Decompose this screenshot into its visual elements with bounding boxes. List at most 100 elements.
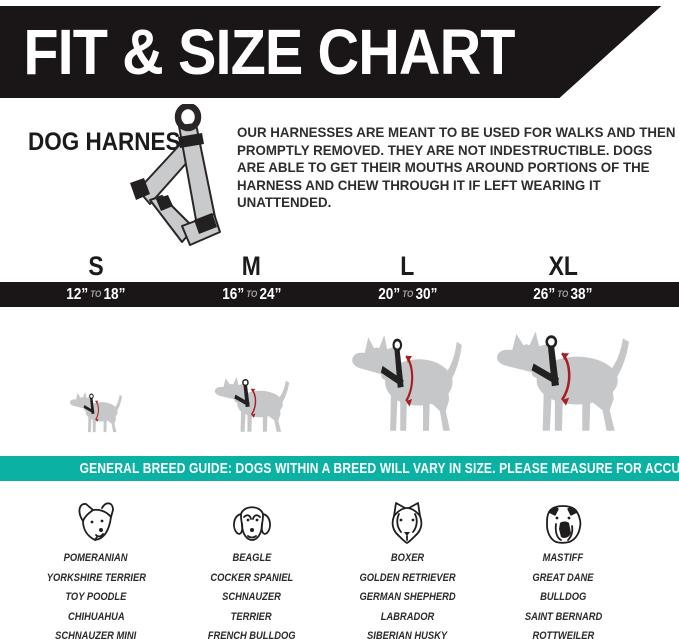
breed-name-text: SCHNAUZER MINI xyxy=(55,630,137,642)
breed-name: POMERANIAN xyxy=(38,549,155,569)
breed-name: SCHNAUZER MINI xyxy=(38,627,155,642)
breed-name: BOXER xyxy=(351,549,464,569)
size-label: S xyxy=(88,251,104,281)
range-from: 26” xyxy=(533,286,556,303)
size-range-text: 16” TO 24” xyxy=(222,282,281,309)
breed-name: GOLDEN RETRIEVER xyxy=(351,569,464,589)
breed-column-medium: BEAGLE COCKER SPANIEL SCHNAUZER TERRIER … xyxy=(174,481,330,642)
breed-name-text: MASTIFF xyxy=(542,552,584,564)
size-column-s: S xyxy=(18,250,174,282)
breed-name-text: SIBERIAN HUSKY xyxy=(367,630,448,642)
breed-name: ROTTWEILER xyxy=(518,627,609,642)
range-to-word: TO xyxy=(401,289,413,300)
description-line: PROMPTLY REMOVED. THEY ARE NOT INDESTRUC… xyxy=(237,141,653,158)
breed-name: SAINT BERNARD xyxy=(518,608,609,628)
size-range-text: 12” TO 18” xyxy=(66,282,125,309)
dog-silhouette-xl xyxy=(495,330,631,433)
beagle-head-icon xyxy=(232,506,271,541)
breed-name: BULLDOG xyxy=(518,588,609,608)
breed-name: GREAT DANE xyxy=(518,569,609,589)
size-label: L xyxy=(400,251,415,281)
breed-name-text: BEAGLE xyxy=(232,552,272,564)
range-to-word: TO xyxy=(246,289,258,300)
dog-silhouette-m xyxy=(213,376,290,433)
dog-silhouette-l xyxy=(351,333,464,433)
breed-guide-section: POMERANIAN YORKSHIRE TERRIER TOY POODLE … xyxy=(0,481,679,642)
range-to: 38” xyxy=(570,286,593,303)
breed-name-text: YORKSHIRE TERRIER xyxy=(46,571,146,584)
breed-column-large: BOXER GOLDEN RETRIEVER GERMAN SHEPHERD L… xyxy=(330,481,486,642)
dog-cell-m xyxy=(174,307,330,456)
product-description: OUR HARNESSES ARE MEANT TO BE USED FOR W… xyxy=(237,124,679,212)
breed-name-text: TOY POODLE xyxy=(65,591,127,603)
size-label: XL xyxy=(548,251,578,281)
breed-name-text: POMERANIAN xyxy=(63,552,128,564)
dog-cell-l xyxy=(330,307,486,456)
size-range-l: 20” TO 30” xyxy=(330,282,486,309)
description-line: UNATTENDED. xyxy=(237,194,332,211)
breed-name-text: BOXER xyxy=(390,552,424,564)
size-column-l: L xyxy=(330,250,486,282)
breed-list: BEAGLE COCKER SPANIEL SCHNAUZER TERRIER … xyxy=(200,549,303,642)
breed-name: SCHNAUZER xyxy=(200,588,303,608)
size-range-text: 20” TO 30” xyxy=(378,282,437,309)
dog-silhouettes-row xyxy=(0,307,679,456)
chihuahua-head-icon xyxy=(78,502,114,541)
header-banner: FIT & SIZE CHART xyxy=(0,6,662,98)
breed-column-xlarge: MASTIFF GREAT DANE BULLDOG SAINT BERNARD… xyxy=(485,481,641,642)
size-range-xl: 26” TO 38” xyxy=(485,282,641,309)
harness-illustration xyxy=(130,104,221,246)
page-title: FIT & SIZE CHART xyxy=(23,16,515,88)
size-column-m: M xyxy=(174,250,330,282)
range-to: 24” xyxy=(259,286,282,303)
size-column-xl: XL xyxy=(485,250,641,282)
dog-silhouette-s xyxy=(69,391,123,433)
top-margin xyxy=(0,0,679,6)
breed-name-text: TERRIER xyxy=(231,610,273,623)
description-line: ARE ABLE TO GET THEIR MOUTHS AROUND PORT… xyxy=(237,159,650,176)
range-from: 12” xyxy=(66,286,89,303)
breed-name-text: ROTTWEILER xyxy=(532,630,595,642)
breed-name: BEAGLE xyxy=(200,549,303,569)
breed-column-small: POMERANIAN YORKSHIRE TERRIER TOY POODLE … xyxy=(18,481,174,642)
breed-name: TERRIER xyxy=(200,608,303,628)
breed-name: FRENCH BULLDOG xyxy=(200,627,303,642)
size-range-s: 12” TO 18” xyxy=(18,282,174,309)
breed-name-text: BULLDOG xyxy=(540,591,587,603)
range-to: 18” xyxy=(103,286,126,303)
size-range-text: 26” TO 38” xyxy=(534,282,593,309)
range-from: 20” xyxy=(377,286,400,303)
size-letters-row: S M L XL xyxy=(0,250,679,282)
breed-name: GERMAN SHEPHERD xyxy=(351,588,464,608)
breed-list: POMERANIAN YORKSHIRE TERRIER TOY POODLE … xyxy=(38,549,155,642)
dog-cell-xl xyxy=(485,307,641,456)
breed-name-text: FRENCH BULLDOG xyxy=(207,630,296,642)
breed-name: TOY POODLE xyxy=(38,588,155,608)
description-line: OUR HARNESSES ARE MEANT TO BE USED FOR W… xyxy=(237,124,676,140)
description-line: HARNESS AND CHEW THROUGH IT IF LEFT WEAR… xyxy=(237,176,601,193)
product-name-text: DOG HARNESS xyxy=(28,128,196,156)
breed-name-text: SCHNAUZER xyxy=(222,591,281,603)
breed-name: LABRADOR xyxy=(351,608,464,628)
husky-head-icon xyxy=(392,502,423,544)
product-name: DOG HARNESS xyxy=(28,128,214,157)
range-to: 30” xyxy=(415,286,437,303)
breed-name: CHIHUAHUA xyxy=(38,608,155,628)
size-range-m: 16” TO 24” xyxy=(174,282,330,309)
range-to-word: TO xyxy=(90,289,102,300)
breed-name: COCKER SPANIEL xyxy=(200,569,303,589)
breed-name-text: COCKER SPANIEL xyxy=(210,571,294,584)
breed-guide-banner-text: GENERAL BREED GUIDE: DOGS WITHIN A BREED… xyxy=(79,460,679,477)
range-from: 16” xyxy=(222,286,244,303)
dog-cell-s xyxy=(18,307,174,456)
breed-guide-banner: GENERAL BREED GUIDE: DOGS WITHIN A BREED… xyxy=(0,456,679,481)
breed-list: MASTIFF GREAT DANE BULLDOG SAINT BERNARD… xyxy=(518,549,609,642)
breed-name: YORKSHIRE TERRIER xyxy=(38,569,155,589)
breed-name: MASTIFF xyxy=(518,549,609,569)
breed-name-text: GOLDEN RETRIEVER xyxy=(359,571,456,584)
breed-name-text: GREAT DANE xyxy=(532,571,594,584)
breed-name-text: SAINT BERNARD xyxy=(524,610,602,623)
breed-name: SIBERIAN HUSKY xyxy=(351,627,464,642)
size-range-bar: 12” TO 18” 16” TO 24” 20” TO 30” 26” TO 38” xyxy=(0,282,679,307)
